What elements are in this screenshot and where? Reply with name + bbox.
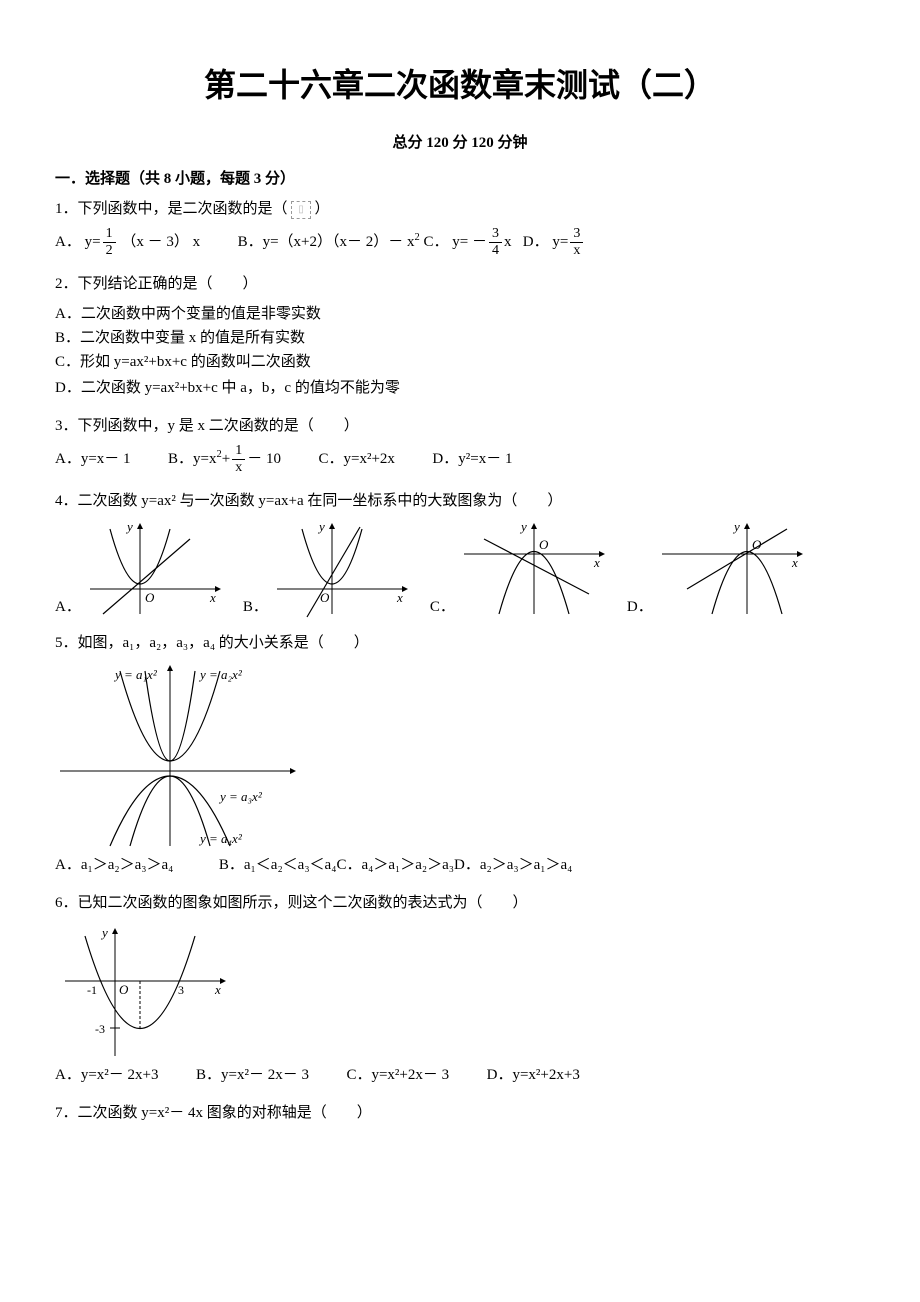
- q4-cell-C: C． x y O: [430, 519, 609, 619]
- q6-optD: D．y=x²+2x+3: [487, 1067, 580, 1083]
- q4-stem: 4．二次函数 y=ax² 与一次函数 y=ax+a 在同一坐标系中的大致图象为（…: [55, 489, 865, 513]
- q4-figB-svg: x y O: [272, 519, 412, 619]
- q1-optA-tail: （x － 3） x: [121, 234, 200, 250]
- axis-y-label: y: [732, 519, 740, 534]
- q3-optD: D．y²=x－ 1: [432, 451, 512, 467]
- q3-options: A．y=x－ 1 B．y=x2+1x－ 10 C．y=x²+2x D．y²=x－…: [55, 444, 865, 475]
- q4-labelB: B．: [243, 595, 268, 619]
- q2-stem: 2．下列结论正确的是（ ）: [55, 272, 865, 296]
- q3-optA: A．y=x－ 1: [55, 451, 131, 467]
- frac-den: x: [570, 243, 583, 258]
- axis-x-label: x: [396, 590, 403, 605]
- axis-y-label: y: [519, 519, 527, 534]
- q1-stem: 1．下列函数中，是二次函数的是（ ▯ ）: [55, 197, 865, 221]
- axis-x-label: x: [593, 555, 600, 570]
- frac-num: 3: [570, 227, 583, 243]
- q6-three: 3: [178, 983, 184, 997]
- q5-stem: 5．如图，a₁，a₂，a₃，a₄ 的大小关系是（ ）: [55, 631, 865, 655]
- q3-stem: 3．下列函数中，y 是 x 二次函数的是（ ）: [55, 414, 865, 438]
- q1-optC-tail: x: [504, 234, 512, 250]
- q3-optB-mid: +: [222, 451, 230, 467]
- fraction-1-2: 12: [103, 227, 116, 258]
- q1-stem-end: ）: [315, 201, 330, 217]
- q6-options: A．y=x²－ 2x+3 B．y=x²－ 2x－ 3 C．y=x²+2x－ 3 …: [55, 1063, 865, 1087]
- q5-figure: y = a₁x² y = a₂x² y = a₃x² y = a₄x²: [55, 661, 305, 851]
- page-title: 第二十六章二次函数章末测试（二）: [55, 60, 865, 111]
- q3-optB-pre: B．y=x: [168, 451, 216, 467]
- section-heading-1: 一．选择题（共 8 小题，每题 3 分）: [55, 167, 865, 191]
- fraction-3-x: 3x: [570, 227, 583, 258]
- q5-optD: D．a₂＞a₃＞a₁＞a₄: [454, 857, 572, 873]
- frac-den: 4: [489, 243, 502, 258]
- q3-optB-tail: － 10: [247, 451, 281, 467]
- origin-label: O: [539, 537, 549, 552]
- fraction-1-x: 1x: [232, 444, 245, 475]
- q2-optA: A．二次函数中两个变量的值是非零实数: [55, 302, 865, 326]
- q1-optB: B．y=（x+2）（x－ 2）－ x: [238, 234, 415, 250]
- q4-cell-A: A． x y O: [55, 519, 225, 619]
- q5-lbl1: y = a₁x²: [113, 667, 158, 682]
- q6-stem: 6．已知二次函数的图象如图所示，则这个二次函数的表达式为（ ）: [55, 891, 865, 915]
- q5-optA: A．a₁＞a₂＞a₃＞a₄: [55, 857, 173, 873]
- q4-labelD: D．: [627, 595, 653, 619]
- q4-labelA: A．: [55, 595, 81, 619]
- origin-label: O: [145, 590, 155, 605]
- axis-x-label: x: [209, 590, 216, 605]
- q5-optC: C．a₄＞a₁＞a₂＞a₃: [336, 857, 454, 873]
- q4-cell-D: D． x y O: [627, 519, 807, 619]
- q1-optD-y: y=: [552, 234, 568, 250]
- origin-label: O: [119, 982, 129, 997]
- origin-label: O: [320, 590, 330, 605]
- q1-optA-y: y=: [85, 234, 101, 250]
- q6-optA: A．y=x²－ 2x+3: [55, 1067, 159, 1083]
- q1-optD-label: D．: [523, 234, 549, 250]
- q4-figD-svg: x y O: [657, 519, 807, 619]
- q2-optD: D．二次函数 y=ax²+bx+c 中 a，b，c 的值均不能为零: [55, 376, 865, 400]
- fraction-3-4: 34: [489, 227, 502, 258]
- page-subtitle: 总分 120 分 120 分钟: [55, 131, 865, 155]
- q1-options: A． y=12 （x － 3） x B．y=（x+2）（x－ 2）－ x2 C．…: [55, 227, 865, 258]
- q4-figures: A． x y O B． x y O C． x: [55, 519, 865, 619]
- axis-y-label: y: [100, 925, 108, 940]
- q1-optC-label: C．: [424, 234, 449, 250]
- image-placeholder-icon: ▯: [291, 201, 311, 219]
- frac-num: 1: [103, 227, 116, 243]
- frac-num: 3: [489, 227, 502, 243]
- q3-optC: C．y=x²+2x: [319, 451, 395, 467]
- frac-num: 1: [232, 444, 245, 460]
- q4-figA-svg: x y O: [85, 519, 225, 619]
- q6-neg1: -1: [87, 983, 97, 997]
- q6-optB: B．y=x²－ 2x－ 3: [196, 1067, 309, 1083]
- q5-lbl2: y = a₂x²: [198, 667, 243, 682]
- q1-optC-y: y= －: [452, 234, 487, 250]
- q7-stem: 7．二次函数 y=x²－ 4x 图象的对称轴是（ ）: [55, 1101, 865, 1125]
- q6-figure: y x O -1 3 -3: [55, 921, 235, 1061]
- frac-den: x: [232, 460, 245, 475]
- axis-x-label: x: [791, 555, 798, 570]
- q5-lbl3: y = a₃x²: [218, 789, 263, 804]
- q6-optC: C．y=x²+2x－ 3: [346, 1067, 449, 1083]
- origin-label: O: [752, 537, 762, 552]
- q4-cell-B: B． x y O: [243, 519, 412, 619]
- q5-options: A．a₁＞a₂＞a₃＞a₄ B．a₁＜a₂＜a₃＜a₄C．a₄＞a₁＞a₂＞a₃…: [55, 853, 865, 877]
- q1-stem-text: 1．下列函数中，是二次函数的是（: [55, 201, 288, 217]
- axis-y-label: y: [125, 519, 133, 534]
- q6-neg3: -3: [95, 1022, 105, 1036]
- q1-optA-label: A．: [55, 234, 81, 250]
- axis-y-label: y: [317, 519, 325, 534]
- q2-optB: B．二次函数中变量 x 的值是所有实数: [55, 326, 865, 350]
- q5-optB: B．a₁＜a₂＜a₃＜a₄: [219, 857, 337, 873]
- q4-figC-svg: x y O: [459, 519, 609, 619]
- frac-den: 2: [103, 243, 116, 258]
- q4-labelC: C．: [430, 595, 455, 619]
- q2-optC: C．形如 y=ax²+bx+c 的函数叫二次函数: [55, 350, 865, 374]
- q5-lbl4: y = a₄x²: [198, 831, 243, 846]
- axis-x-label: x: [214, 982, 221, 997]
